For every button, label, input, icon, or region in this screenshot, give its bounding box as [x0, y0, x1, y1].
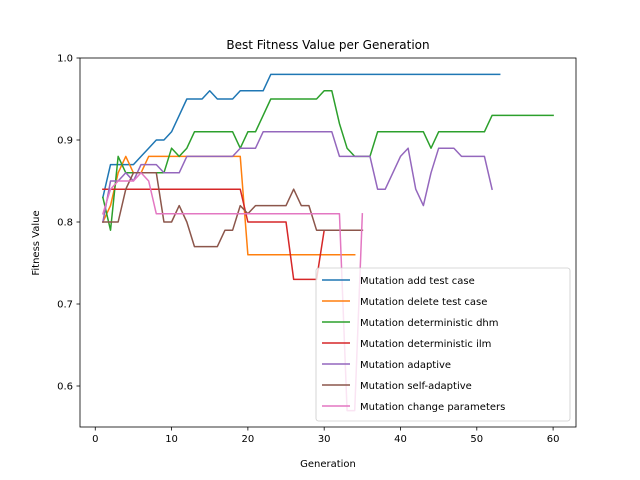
series-line-6 — [102, 172, 364, 248]
y-tick-label: 0.6 — [57, 382, 73, 393]
series-line-4 — [102, 188, 364, 281]
legend-entry-label: Mutation self-adaptive — [360, 381, 472, 392]
y-tick-label: 1.0 — [57, 54, 73, 65]
x-tick-label: 0 — [92, 434, 98, 445]
series-line-1 — [101, 73, 501, 199]
legend-entry-label: Mutation delete test case — [360, 297, 487, 308]
x-tick-label: 60 — [547, 434, 560, 445]
x-tick-label: 40 — [394, 434, 407, 445]
legend-box — [315, 267, 571, 422]
y-tick-label: 0.9 — [57, 136, 73, 147]
x-tick-label: 20 — [242, 434, 255, 445]
y-tick-label: 0.7 — [57, 300, 73, 311]
plot-area — [79, 57, 577, 428]
y-axis: 0.6 0.7 0.8 0.9 1.0 — [57, 54, 80, 393]
legend: Mutation add test case Mutation delete te… — [315, 267, 571, 422]
series-line-7 — [101, 172, 364, 412]
axes-frame — [79, 57, 577, 428]
legend-entry-label: Mutation change parameters — [360, 402, 505, 413]
x-axis-label: Generation — [300, 459, 356, 470]
x-axis: 0 10 20 30 40 50 60 — [92, 427, 559, 445]
legend-entry-label: Mutation deterministic ilm — [360, 339, 491, 350]
x-tick-label: 10 — [165, 434, 178, 445]
chart-title: Best Fitness Value per Generation — [226, 38, 429, 52]
legend-entry-label: Mutation deterministic dhm — [360, 318, 499, 329]
x-tick-label: 50 — [470, 434, 483, 445]
series-line-5 — [102, 131, 493, 223]
y-tick-label: 0.8 — [57, 218, 73, 229]
legend-entry-label: Mutation adaptive — [360, 360, 451, 371]
legend-entry-label: Mutation add test case — [360, 276, 475, 287]
y-axis-label: Fitness Value — [31, 210, 42, 275]
x-tick-label: 30 — [318, 434, 331, 445]
series-line-3 — [101, 90, 554, 231]
